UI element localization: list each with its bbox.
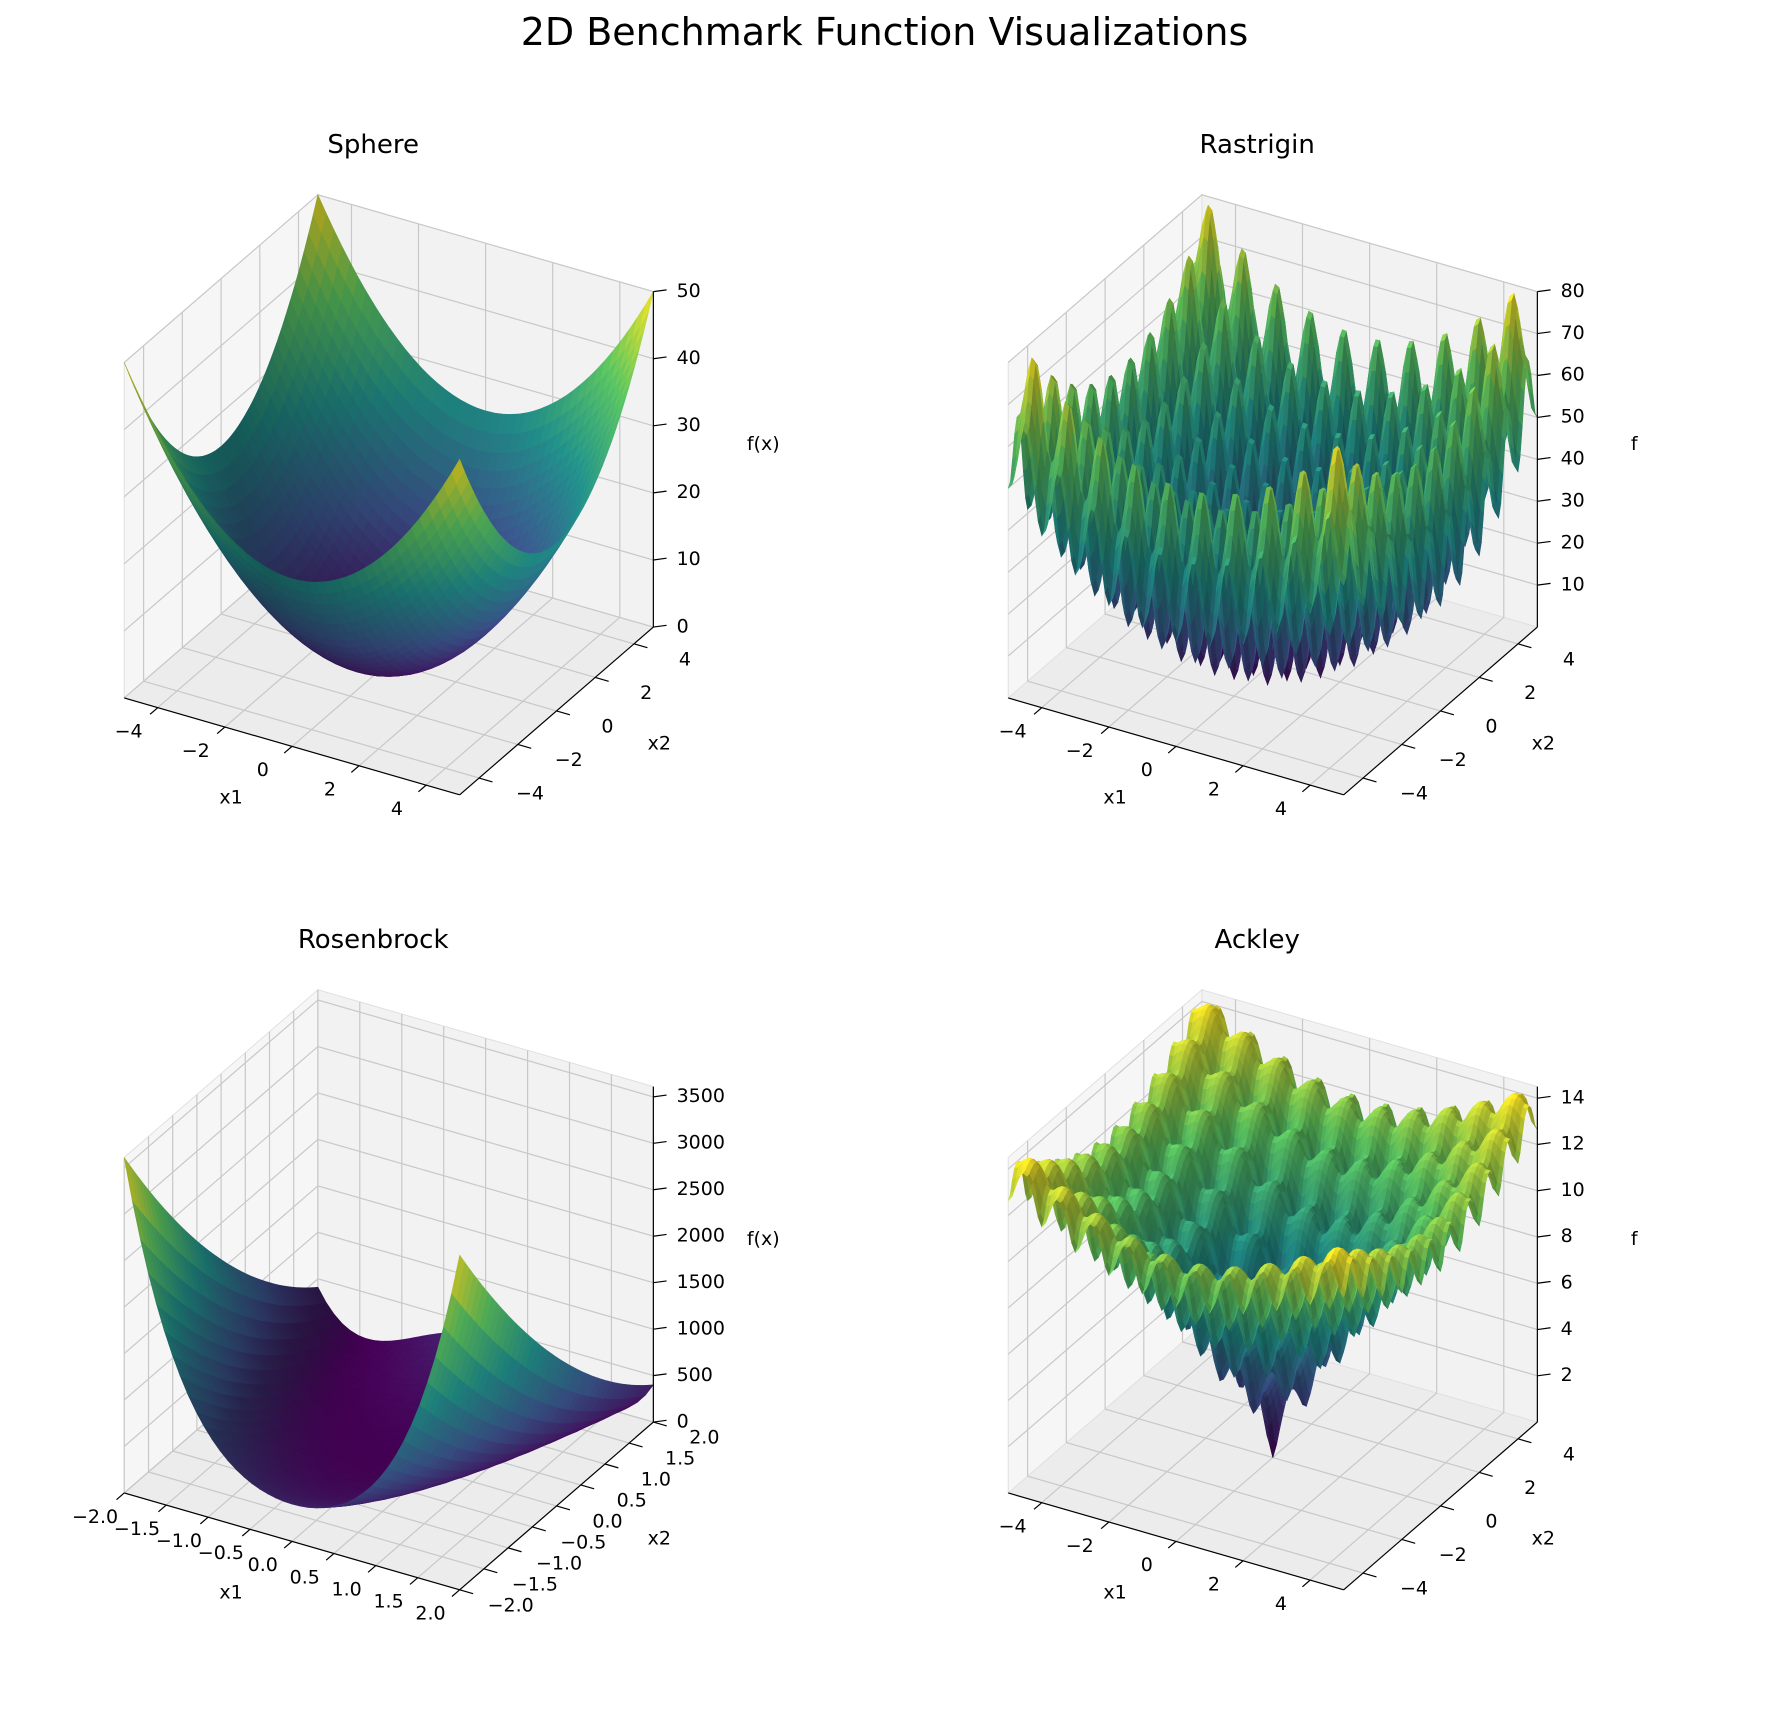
y-tick-label: 0 [601,715,613,737]
z-tick-label: 20 [677,481,701,503]
y-tick [633,643,648,649]
z-tick-label: 40 [677,347,701,369]
subplot-title: Rastrigin [1200,130,1315,160]
y-tick-label: 4 [679,648,691,670]
z-tick [653,557,667,561]
surface-mesh [123,193,654,677]
y-tick-label: −2 [555,749,583,771]
y-tick-label: −4 [516,783,544,805]
y-tick [517,743,532,749]
z-tick [653,624,667,628]
y-axis-label: x2 [648,732,671,754]
x-axis-label: x1 [219,786,242,808]
x-tick [149,707,159,715]
z-tick [653,356,667,360]
x-tick-label: −4 [115,720,143,742]
x-tick [350,765,360,773]
subplot-rastrigin: Rastrigin−4−2024−4−20241020304050607080x… [999,130,1639,820]
surface-patch [312,193,327,234]
y-tick [478,777,493,783]
z-tick-label: 10 [677,548,701,570]
x-tick [283,745,293,754]
y-tick-label: 2 [640,682,652,704]
x-tick-label: −2 [182,740,210,762]
z-tick-label: 0 [677,615,689,637]
z-axis-label: f(x) [747,433,780,455]
z-tick [653,423,667,427]
x-tick [216,726,226,735]
x-tick [418,784,427,793]
y-tick [556,710,571,716]
x-tick-label: 2 [324,779,336,801]
x-tick-label: 4 [391,798,403,820]
z-tick [653,490,667,494]
subplot-title: Sphere [327,130,419,160]
z-tick-label: 30 [677,414,701,436]
y-tick [595,676,609,682]
z-tick [653,289,667,293]
z-tick-label: 50 [677,280,701,302]
figure-title: 2D Benchmark Function Visualizations [0,10,1769,54]
x-tick-label: 0 [257,759,269,781]
